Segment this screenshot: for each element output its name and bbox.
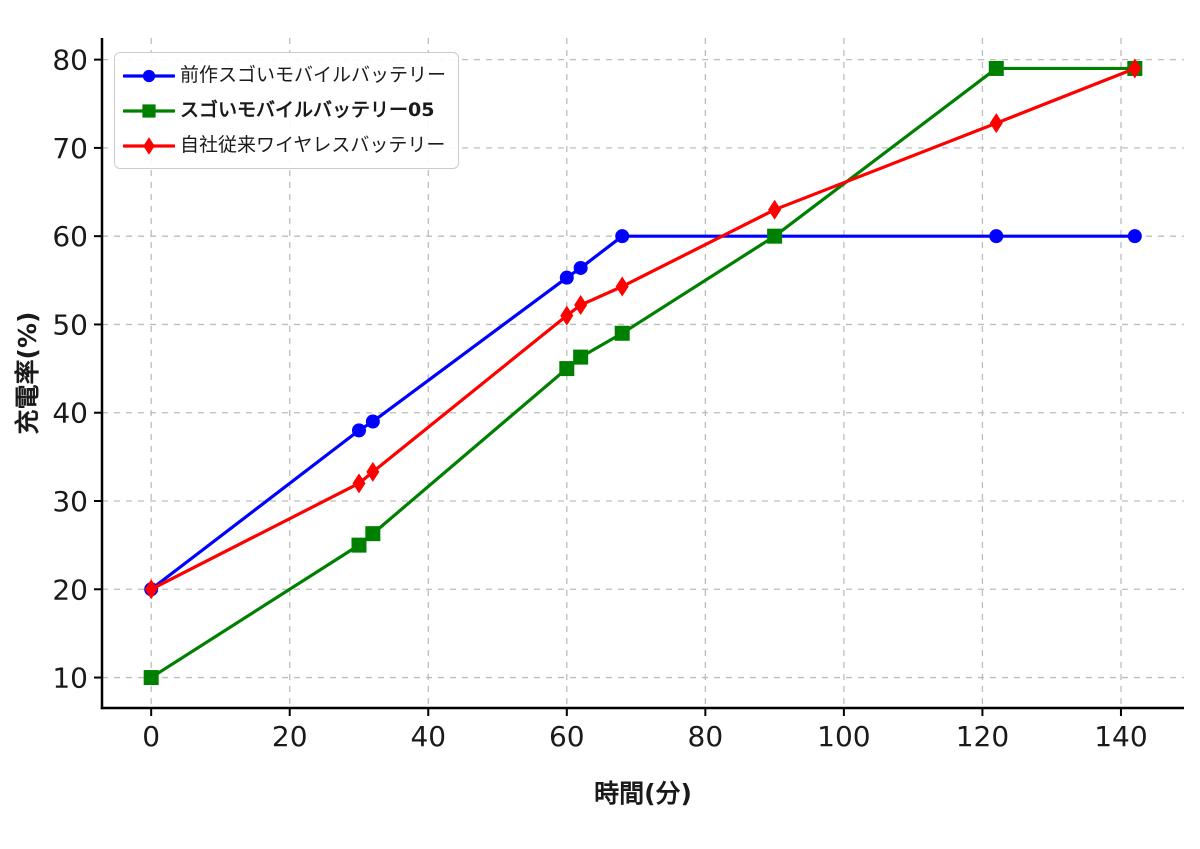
series-2-marker-thin-diamond: [989, 113, 1003, 134]
y-tick-label: 40: [52, 397, 88, 430]
series-2-marker-thin-diamond: [352, 473, 366, 494]
series-2-marker-thin-diamond: [615, 276, 629, 297]
x-tick-label: 20: [272, 720, 308, 753]
series-2-marker-thin-diamond: [574, 295, 588, 316]
legend-marker-thin-diamond: [143, 136, 155, 155]
series-0-marker-circle: [559, 270, 574, 285]
legend-label: 前作スゴいモバイルバッテリー: [180, 64, 447, 86]
x-tick-label: 80: [688, 720, 724, 753]
legend-swatch-red-diamond-icon: [123, 136, 175, 155]
series-0-marker-circle: [351, 423, 366, 438]
x-tick-label: 120: [956, 720, 1009, 753]
series-1-marker-square: [573, 349, 589, 365]
series-1-marker-square: [767, 228, 783, 244]
y-tick-label: 10: [52, 662, 88, 695]
series-0-marker-circle: [573, 260, 588, 275]
legend-marker-circle: [142, 69, 156, 82]
series-1-marker-square: [988, 60, 1004, 76]
legend-item-previous-battery: 前作スゴいモバイルバッテリー: [123, 58, 446, 93]
x-tick-label: 140: [1094, 720, 1147, 753]
y-axis-title: 充電率(%): [13, 311, 42, 435]
y-tick-label: 70: [52, 132, 88, 165]
series-2-marker-thin-diamond: [768, 199, 782, 220]
y-tick-label: 60: [52, 220, 88, 253]
series-1-marker-square: [614, 325, 630, 341]
x-axis-title: 時間(分): [594, 779, 692, 808]
series-0-marker-circle: [989, 229, 1004, 244]
series-1-marker-square: [365, 526, 381, 542]
y-tick-label: 30: [52, 485, 88, 518]
x-tick-label: 0: [142, 720, 160, 753]
series-1-marker-square: [559, 361, 575, 377]
legend: 前作スゴいモバイルバッテリー スゴいモバイルバッテリー05 自社従来ワイヤレスバ…: [114, 52, 460, 169]
series-2-marker-thin-diamond: [144, 579, 158, 600]
series-0-marker-circle: [1127, 229, 1142, 244]
legend-marker-square: [142, 103, 156, 118]
series-1-marker-square: [351, 537, 367, 553]
legend-item-battery-05: スゴいモバイルバッテリー05: [123, 93, 446, 128]
y-tick-label: 20: [52, 573, 88, 606]
x-tick-label: 100: [817, 720, 870, 753]
legend-label: 自社従来ワイヤレスバッテリー: [180, 134, 446, 156]
x-tick-label: 60: [549, 720, 585, 753]
series-2-marker-thin-diamond: [560, 305, 574, 326]
legend-swatch-green-square-icon: [123, 103, 175, 118]
y-tick-label: 50: [52, 308, 88, 341]
legend-label: スゴいモバイルバッテリー05: [180, 99, 435, 121]
legend-item-wireless-battery: 自社従来ワイヤレスバッテリー: [123, 128, 446, 163]
legend-swatch-blue-circle-icon: [123, 69, 175, 82]
series-2-marker-thin-diamond: [366, 461, 380, 482]
series-0-marker-circle: [365, 414, 380, 429]
y-tick-label: 80: [52, 44, 88, 77]
series-0-marker-circle: [615, 229, 630, 244]
x-tick-label: 40: [410, 720, 446, 753]
series-2-marker-thin-diamond: [1128, 58, 1142, 79]
series-1-marker-square: [143, 670, 159, 686]
